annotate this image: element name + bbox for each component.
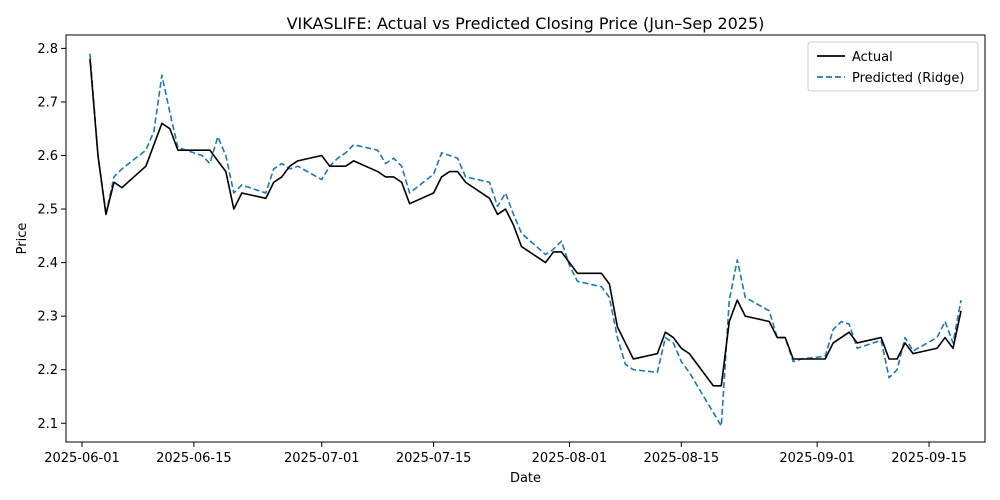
x-tick-label: 2025-06-15 [156,451,232,466]
y-tick-label: 2.1 [37,417,58,432]
y-tick-label: 2.3 [37,310,58,325]
x-axis-label: Date [510,471,541,486]
legend: Actual Predicted (Ridge) [807,41,979,92]
y-tick-label: 2.6 [37,149,58,164]
x-tick-label: 2025-08-01 [532,451,608,466]
series-line-actual [89,59,962,387]
y-axis-label: Price [15,223,30,255]
legend-label-actual: Actual [852,50,893,65]
plot-frame [65,34,986,443]
y-tick-label: 2.8 [37,42,58,57]
x-tick-label: 2025-09-15 [891,451,967,466]
x-tick-label: 2025-06-01 [44,451,120,466]
x-axis: 2025-06-01 2025-06-15 2025-07-01 2025-07-15… [44,442,967,466]
x-tick-label: 2025-09-01 [779,451,855,466]
legend-label-predicted: Predicted (Ridge) [852,71,964,86]
y-tick-label: 2.7 [37,95,58,110]
x-tick-label: 2025-08-15 [644,451,720,466]
y-tick-label: 2.5 [37,203,58,218]
series-line-predicted [89,53,962,427]
chart-title: VIKASLIFE: Actual vs Predicted Closing P… [287,14,765,33]
y-tick-label: 2.4 [37,256,58,271]
legend-box [807,41,979,92]
y-axis: 2.1 2.2 2.3 2.4 2.5 2.6 2.7 2.8 [37,42,66,432]
plot-area [65,34,986,443]
x-tick-label: 2025-07-15 [396,451,472,466]
y-tick-label: 2.2 [37,363,58,378]
x-tick-label: 2025-07-01 [284,451,360,466]
series-layer [89,53,962,427]
